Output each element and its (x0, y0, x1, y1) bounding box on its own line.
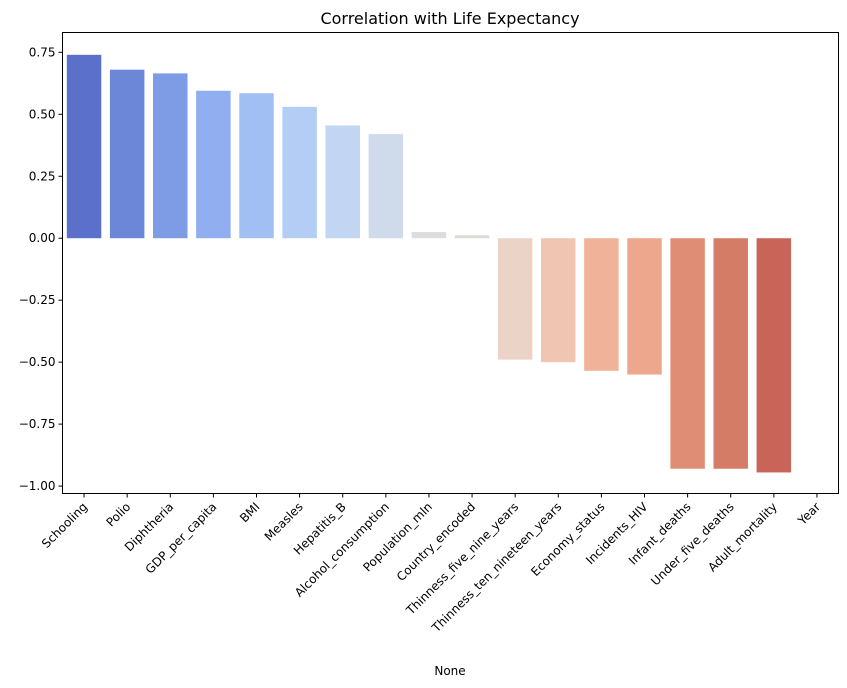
x-tick-label: Schooling (39, 500, 90, 551)
x-tick-label: Under_five_deaths (648, 500, 737, 589)
x-axis-label: None (434, 664, 465, 678)
y-tick-label: 0.00 (29, 231, 56, 245)
bar-polio (109, 69, 145, 239)
bar-bmi (239, 93, 274, 239)
bar-alcohol-consumption (368, 134, 404, 239)
x-tick-label: Year (794, 500, 823, 529)
bar-measles (282, 106, 317, 239)
bars-group (66, 54, 792, 473)
bar-economy-status (584, 238, 619, 371)
bar-hepatitis-b (325, 125, 360, 239)
bar-infant-deaths (670, 238, 705, 469)
bar-under-five-deaths (713, 238, 748, 469)
bar-adult-mortality (756, 238, 792, 473)
x-tick-label: Country_encoded (394, 500, 478, 584)
y-tick-label: −1.00 (19, 479, 56, 493)
y-tick-label: −0.25 (19, 293, 56, 307)
y-tick-label: −0.75 (19, 417, 56, 431)
x-tick-label: Measles (262, 500, 306, 544)
y-axis: 0.75 0.50 0.25 0.00 −0.25 −0.50 −0.75 −1.00 (19, 45, 63, 493)
chart-title: Correlation with Life Expectancy (320, 9, 579, 28)
plot-frame (62, 32, 839, 494)
x-tick-label: BMI (237, 500, 263, 526)
x-tick-label: Economy_status (528, 500, 607, 579)
bar-diphtheria (153, 73, 188, 239)
y-tick-label: 0.25 (29, 169, 56, 183)
x-tick-label: Polio (103, 500, 133, 530)
bar-schooling (66, 54, 102, 239)
bar-population-mln (411, 232, 447, 239)
bar-country-encoded (454, 235, 490, 239)
y-tick-label: 0.50 (29, 107, 56, 121)
y-tick-label: 0.75 (29, 45, 56, 59)
bar-thinness-ten-nineteen-years (541, 238, 576, 363)
y-tick-label: −0.50 (19, 355, 56, 369)
bar-gdp-per-capita (196, 90, 231, 239)
bar-thinness-five-nine-years (497, 238, 533, 360)
bar-incidents-hiv (627, 238, 662, 375)
